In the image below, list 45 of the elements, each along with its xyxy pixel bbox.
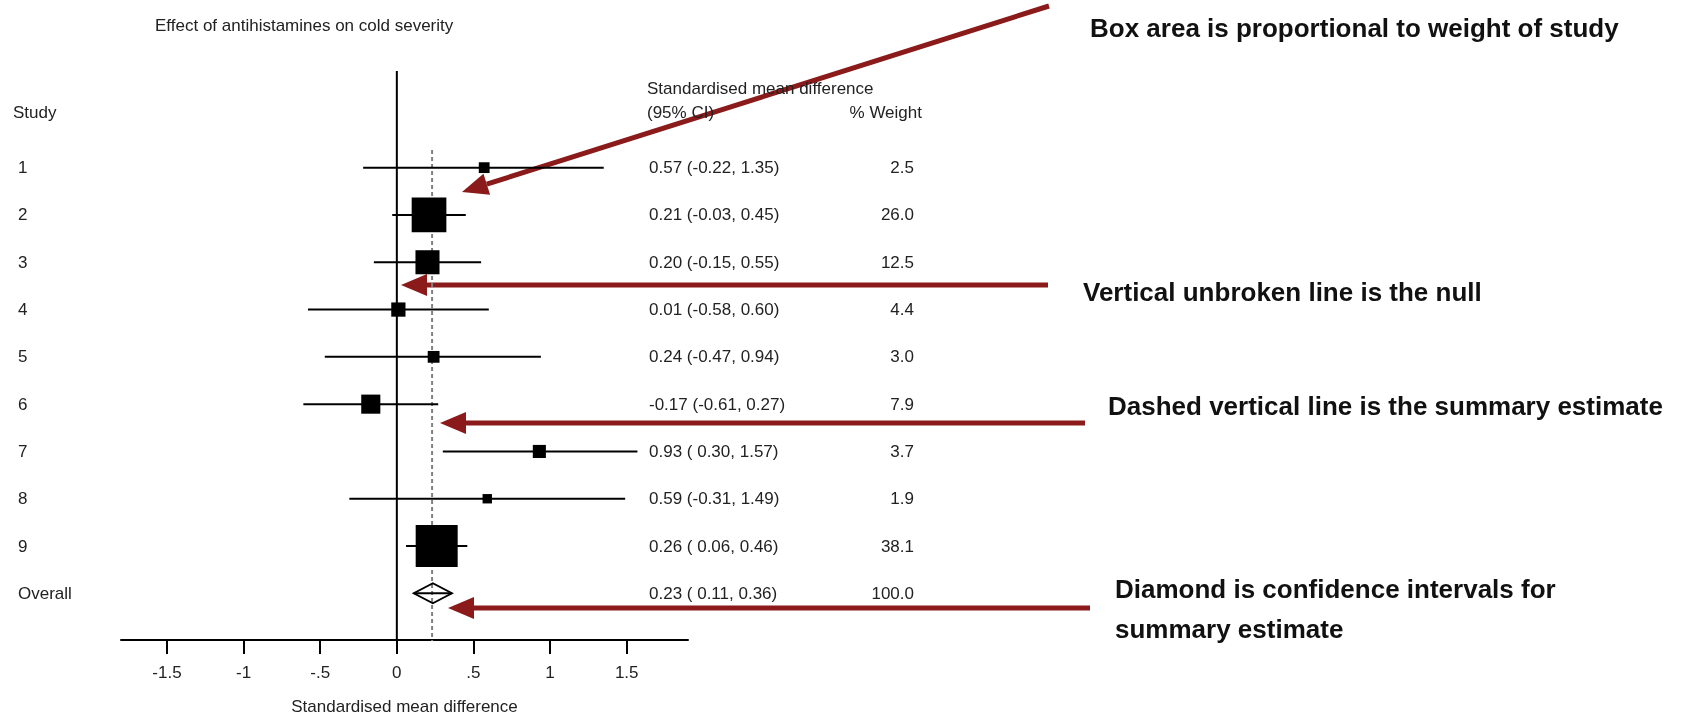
y-tick-label: 4: [18, 300, 28, 320]
text: Vertical unbroken line is the null: [1083, 276, 1483, 309]
text: 100.0: [871, 583, 914, 603]
y-tick-label: 5: [18, 347, 28, 367]
text: 4.4: [890, 300, 914, 320]
text: 7.9: [890, 394, 914, 414]
x-tick-label: -1: [236, 663, 252, 682]
text: 2.5: [890, 158, 914, 178]
x-tick-label: .5: [466, 663, 481, 682]
text: 3.7: [890, 441, 914, 461]
data-label: 0.93 ( 0.30, 1.57): [649, 441, 779, 461]
x-tick-label: -.5: [310, 663, 331, 682]
x-tick-label: 0: [392, 663, 402, 682]
x-tick-label: 1: [545, 663, 555, 682]
y-tick-label: 7: [18, 441, 28, 461]
y-tick-label: 2: [18, 205, 28, 225]
text: Dashed vertical line is the summary estimate: [1108, 390, 1664, 423]
data-label: 0.21 (-0.03, 0.45): [649, 205, 780, 225]
chart-title: Effect of antihistamines on cold severity: [155, 16, 454, 35]
data-label: 0.59 (-0.31, 1.49): [649, 489, 780, 509]
data-label: 0.57 (-0.22, 1.35): [649, 158, 780, 178]
y-tick-label: 8: [18, 489, 28, 509]
text: 3.0: [890, 347, 914, 367]
data-label: -0.17 (-0.61, 0.27): [649, 394, 786, 414]
x-tick-label: -1.5: [152, 663, 182, 682]
x-tick-label: 1.5: [614, 663, 639, 682]
data-label: 0.26 ( 0.06, 0.46): [649, 536, 779, 556]
data-label: 0.24 (-0.47, 0.94): [649, 347, 780, 367]
text: 26.0: [880, 205, 914, 225]
text: 12.5: [880, 252, 914, 272]
data-label: 0.20 (-0.15, 0.55): [649, 252, 780, 272]
text: Diamond is confidence intervals for summary estimate: [1115, 573, 1557, 646]
data-label: 0.01 (-0.58, 0.60): [649, 300, 780, 320]
y-tick-label: 9: [18, 536, 28, 556]
x-axis-title: Standardised mean difference: [291, 697, 518, 716]
y-tick-label: 6: [18, 394, 28, 414]
y-tick-label: Overall: [18, 583, 72, 603]
text: % Weight: [849, 102, 923, 122]
text: 1.9: [890, 489, 914, 509]
y-axis-title: Study: [13, 102, 57, 122]
text: 38.1: [880, 536, 914, 556]
annotation: 0.23 ( 0.11, 0.36): [649, 583, 778, 603]
text: Box area is proportional to weight of study: [1090, 12, 1620, 45]
y-tick-label: 1: [18, 158, 28, 178]
y-tick-label: 3: [18, 252, 28, 272]
